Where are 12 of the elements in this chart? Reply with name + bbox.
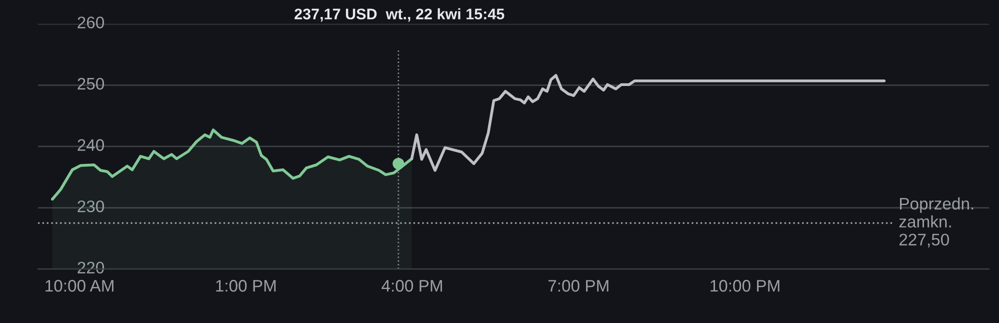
y-tick-label: 250 [78, 78, 104, 90]
x-tick-label: 10:00 PM [710, 280, 780, 292]
y-tick-label: 260 [78, 16, 104, 28]
x-tick-label: 7:00 PM [548, 280, 608, 292]
x-tick-label: 10:00 AM [46, 280, 114, 292]
y-tick-label: 230 [78, 200, 104, 212]
y-tick-label: 240 [78, 139, 104, 151]
x-tick-label: 4:00 PM [382, 280, 442, 292]
text: 237,17 USD wt., 22 kwi 15:45 [294, 8, 504, 22]
ref-line-label: Poprzedn. zamkn. 227,50 [899, 197, 974, 248]
x-tick-label: 1:00 PM [216, 280, 276, 292]
line-series [410, 74, 886, 172]
